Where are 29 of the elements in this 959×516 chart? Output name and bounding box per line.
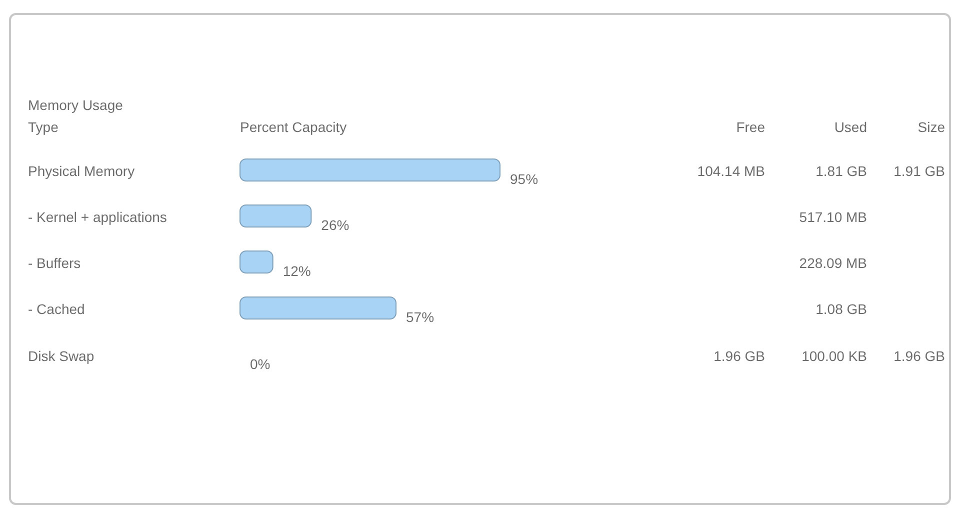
text: 1.91 GB bbox=[894, 163, 945, 179]
text: 228.09 MB bbox=[799, 255, 867, 271]
y-tick-label: Disk Swap bbox=[28, 348, 94, 364]
bar bbox=[240, 158, 500, 182]
text: 1.81 GB bbox=[816, 163, 867, 179]
text: 1.08 GB bbox=[816, 301, 867, 317]
text: Size bbox=[918, 119, 946, 135]
y-tick-label: - Cached bbox=[28, 301, 85, 317]
data-label: 26% bbox=[321, 217, 350, 233]
data-label: 12% bbox=[282, 263, 311, 279]
y-tick-label: Physical Memory bbox=[28, 163, 135, 179]
text: Memory Usage bbox=[28, 97, 124, 113]
data-label: 95% bbox=[510, 171, 538, 187]
text: 1.96 GB bbox=[894, 348, 945, 364]
bar bbox=[240, 250, 274, 274]
x-axis-title: Percent Capacity bbox=[240, 119, 347, 135]
text: 104.14 MB bbox=[697, 163, 765, 179]
y-tick-label: - Buffers bbox=[28, 255, 81, 271]
data-label: 57% bbox=[406, 309, 434, 325]
text: Used bbox=[834, 119, 867, 135]
text: 100.00 KB bbox=[802, 348, 867, 364]
y-tick-label: - Kernel + applications bbox=[28, 209, 167, 225]
bar bbox=[240, 204, 312, 228]
text: 1.96 GB bbox=[714, 348, 765, 364]
bar bbox=[240, 296, 396, 320]
y-axis-title: Type bbox=[28, 119, 59, 135]
text: 517.10 MB bbox=[799, 209, 867, 225]
data-label: 0% bbox=[250, 356, 270, 372]
text: Free bbox=[736, 119, 766, 135]
